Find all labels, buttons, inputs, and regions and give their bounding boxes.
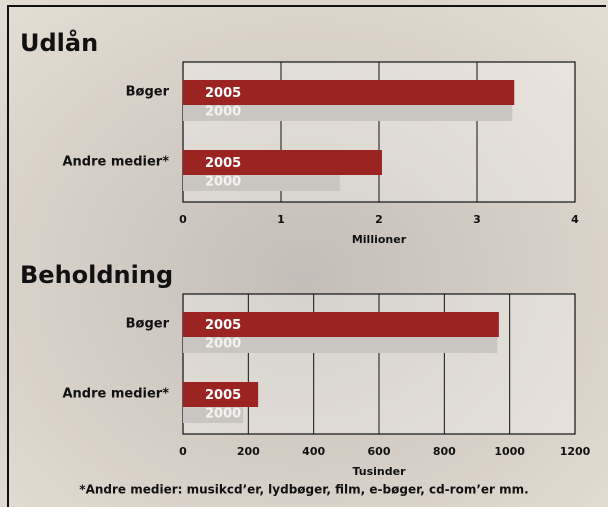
chart-title: Beholdning — [20, 261, 173, 289]
x-tick-label: 4 — [571, 213, 579, 226]
bar-series-label: 2000 — [205, 337, 241, 352]
y-tick-label: Andre medier* — [62, 155, 169, 170]
x-axis-label: Tusinder — [352, 465, 406, 478]
x-tick-label: 200 — [237, 445, 260, 458]
x-tick-label: 1000 — [494, 445, 525, 458]
y-tick-label: Bøger — [126, 317, 170, 332]
bar-series-label: 2005 — [205, 388, 241, 403]
x-tick-label: 400 — [302, 445, 325, 458]
x-tick-label: 600 — [368, 445, 391, 458]
chart: *Andre medier: musikcd’er, lydbøger, fil… — [0, 0, 608, 507]
x-tick-label: 1 — [277, 213, 285, 226]
x-tick-label: 0 — [179, 213, 187, 226]
y-tick-label: Bøger — [126, 85, 170, 100]
x-tick-label: 2 — [375, 213, 383, 226]
bar-series-label: 2000 — [205, 105, 241, 120]
bar-series-label: 2005 — [205, 318, 241, 333]
bar-series-label: 2000 — [205, 175, 241, 190]
x-tick-label: 1200 — [560, 445, 591, 458]
x-tick-label: 800 — [433, 445, 456, 458]
bar-series-label: 2005 — [205, 86, 241, 101]
x-axis-label: Millioner — [352, 233, 407, 246]
bar-series-label: 2005 — [205, 156, 241, 171]
y-tick-label: Andre medier* — [62, 387, 169, 402]
bar-series-label: 2000 — [205, 407, 241, 422]
x-tick-label: 3 — [473, 213, 481, 226]
chart-title: Udlån — [20, 28, 98, 57]
footnote: *Andre medier: musikcd’er, lydbøger, fil… — [79, 483, 528, 497]
x-tick-label: 0 — [179, 445, 187, 458]
